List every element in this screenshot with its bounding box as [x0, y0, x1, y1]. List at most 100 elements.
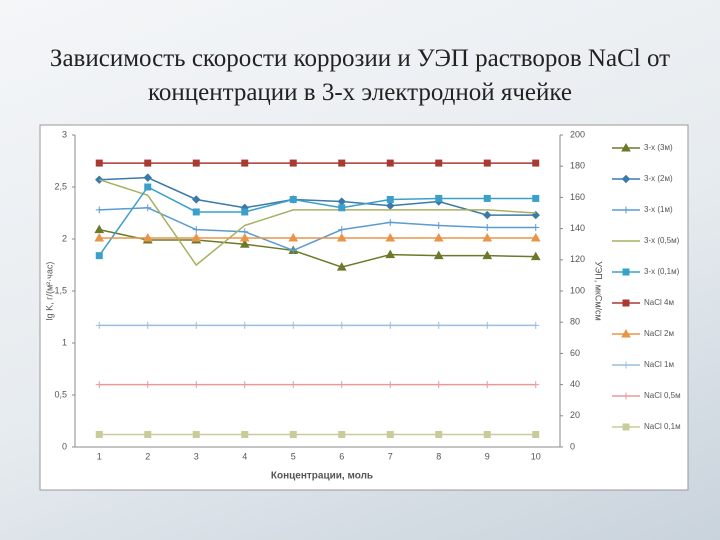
series-line — [99, 176, 536, 216]
marker — [239, 239, 250, 248]
x-tick-label: 9 — [485, 451, 490, 461]
marker — [142, 232, 153, 242]
marker — [336, 232, 347, 242]
series-line — [98, 186, 536, 257]
marker — [386, 321, 394, 329]
legend-label: 3-х (0,5м) — [644, 236, 680, 245]
marker — [483, 194, 491, 202]
marker — [192, 381, 200, 389]
marker — [241, 321, 249, 329]
marker — [530, 232, 541, 242]
marker — [241, 208, 249, 216]
legend-marker — [622, 423, 630, 431]
marker — [191, 232, 202, 242]
y2-tick-label: 80 — [570, 317, 580, 327]
series-line — [99, 179, 536, 267]
marker — [192, 159, 200, 167]
marker — [144, 381, 152, 389]
marker — [95, 159, 103, 167]
y2-tick-label: 140 — [570, 223, 585, 233]
marker — [532, 431, 540, 439]
marker — [95, 252, 103, 260]
marker — [289, 246, 297, 254]
marker — [530, 251, 541, 261]
marker — [144, 183, 152, 191]
marker — [289, 381, 297, 389]
marker — [192, 321, 200, 329]
x-tick-label: 6 — [339, 451, 344, 461]
y-axis-title: lg K, г/(м²·час) — [44, 262, 54, 321]
legend-label: NaCl 0,1м — [644, 422, 681, 431]
marker — [483, 159, 491, 167]
marker — [386, 195, 394, 203]
marker — [95, 381, 103, 389]
marker — [433, 232, 444, 242]
y2-tick-label: 100 — [570, 285, 585, 295]
x-tick-label: 10 — [531, 451, 541, 461]
legend-marker — [622, 206, 630, 214]
marker — [338, 321, 346, 329]
marker — [435, 159, 443, 167]
marker — [386, 159, 394, 167]
marker — [289, 159, 297, 167]
marker — [338, 159, 346, 167]
marker — [386, 431, 394, 439]
legend-marker — [622, 361, 630, 369]
legend-marker — [621, 142, 631, 152]
marker — [385, 232, 396, 242]
marker — [386, 218, 394, 226]
legend-label: 3-х (2м) — [644, 174, 673, 183]
legend-label: NaCl 0,5м — [644, 391, 681, 400]
y2-tick-label: 60 — [570, 348, 580, 358]
y2-tick-label: 160 — [570, 192, 585, 202]
x-tick-label: 3 — [194, 451, 199, 461]
marker — [435, 321, 443, 329]
marker — [144, 431, 152, 439]
marker — [239, 232, 250, 242]
marker — [435, 431, 443, 439]
y-tick-label: 0 — [62, 441, 67, 451]
marker — [288, 232, 299, 242]
legend-label: NaCl 2м — [644, 329, 674, 338]
y2-tick-label: 20 — [570, 410, 580, 420]
y2-tick-label: 120 — [570, 254, 585, 264]
marker — [338, 431, 346, 439]
marker — [386, 381, 394, 389]
marker — [483, 321, 491, 329]
y2-tick-label: 40 — [570, 379, 580, 389]
marker — [143, 173, 152, 182]
marker — [289, 321, 297, 329]
marker — [144, 321, 152, 329]
x-axis-title: Концентрации, моль — [271, 471, 373, 482]
marker — [241, 381, 249, 389]
marker — [532, 194, 540, 202]
legend-marker — [621, 328, 631, 338]
marker — [95, 321, 103, 329]
marker — [338, 204, 346, 212]
marker — [95, 206, 103, 214]
legend-label: 3-х (1м) — [644, 205, 673, 214]
marker — [336, 262, 347, 271]
marker — [289, 431, 297, 439]
marker — [532, 321, 540, 329]
y-tick-label: 3 — [62, 129, 67, 139]
marker — [532, 159, 540, 167]
legend-marker — [621, 174, 631, 184]
marker — [483, 224, 491, 232]
x-tick-label: 8 — [436, 451, 441, 461]
legend-label: 3-х (0,1м) — [644, 267, 680, 276]
marker — [482, 232, 493, 242]
y-tick-label: 1,5 — [54, 285, 67, 295]
y-tick-label: 2,5 — [54, 181, 67, 191]
legend-label: 3-х (3м) — [644, 143, 673, 152]
legend-label: NaCl 1м — [644, 360, 674, 369]
x-tick-label: 5 — [291, 451, 296, 461]
y-tick-label: 2 — [62, 233, 67, 243]
marker — [192, 195, 201, 204]
marker — [435, 381, 443, 389]
marker — [532, 381, 540, 389]
x-tick-label: 7 — [388, 451, 393, 461]
marker — [241, 431, 249, 439]
x-tick-label: 2 — [145, 451, 150, 461]
